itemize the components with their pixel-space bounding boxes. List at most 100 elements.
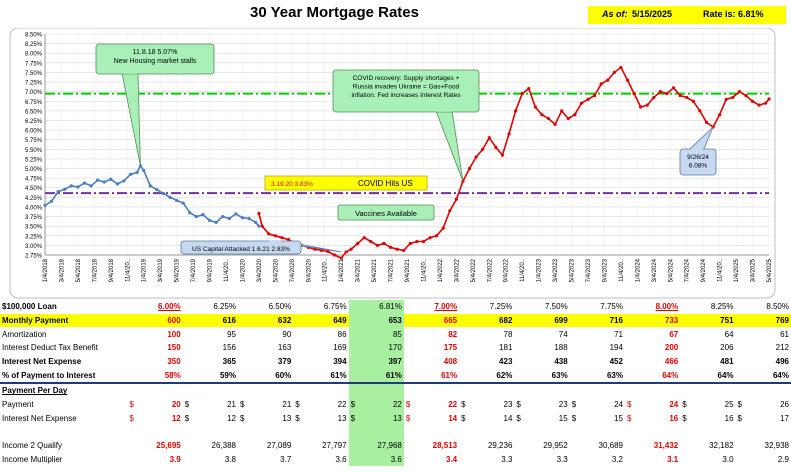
dollar-cell: [625, 453, 635, 467]
y-tick-label: 2.75%: [25, 254, 43, 260]
dollar-cell: [238, 341, 248, 355]
annotation-2024-low-text: 9/26/24: [687, 154, 709, 161]
value-cell: 716: [580, 313, 625, 328]
value-cell: 23: [558, 400, 568, 410]
y-tick-label: 6.50%: [25, 109, 43, 115]
dollar-cell: [127, 300, 137, 314]
dollar-cell: [127, 355, 137, 369]
x-tick-label: 1/4/2025: [734, 258, 740, 282]
value-cell: 212: [775, 343, 789, 353]
annotation-vaccines: Vaccines Available: [337, 204, 435, 221]
annotation-capitol-text: US Capital Attacked 1.6.21 2.83%: [192, 246, 290, 253]
data-point: [566, 116, 570, 121]
y-tick-label: 7.75%: [25, 61, 43, 67]
value-cell: 200: [664, 343, 679, 353]
value-cell: 3.4: [446, 454, 458, 464]
dollar-cell: [680, 341, 690, 355]
dollar-cell: [570, 368, 580, 383]
x-tick-label: 7/4/2024: [685, 258, 691, 282]
table-row: [0, 425, 791, 439]
dollar-cell: [183, 300, 193, 314]
data-point: [691, 99, 695, 103]
dollar-cell: [459, 453, 469, 467]
dollar-cell: [348, 438, 359, 453]
dollar-cell: [238, 300, 248, 314]
value-cell: 394: [333, 357, 347, 367]
data-point: [257, 224, 261, 228]
vaccines-text: Vaccines Available: [355, 209, 417, 218]
value-cell: 12: [171, 413, 181, 423]
dollar-cell: [293, 327, 303, 341]
data-point: [369, 239, 373, 244]
x-tick-label: 11/4/20..: [125, 259, 131, 282]
data-point: [467, 166, 472, 171]
y-tick-label: 8.00%: [25, 52, 43, 58]
x-tick-label: 5/4/2019: [175, 258, 181, 282]
value-cell: 64%: [717, 370, 734, 380]
value-cell: 175: [443, 343, 458, 353]
dollar-cell: $: [295, 400, 300, 410]
dollar-cell: $: [682, 400, 687, 410]
page-title: 30 Year Mortgage Rates: [250, 4, 419, 21]
value-cell: [635, 382, 681, 398]
x-tick-label: 9/4/2020: [306, 258, 312, 282]
data-point: [737, 90, 741, 94]
data-point: [175, 198, 179, 203]
dollar-cell: [348, 313, 359, 328]
y-tick-label: 3.75%: [25, 215, 43, 221]
data-point: [234, 212, 238, 216]
data-point: [382, 241, 386, 246]
dollar-cell: [514, 327, 524, 341]
data-point: [408, 241, 412, 246]
value-cell: [524, 382, 570, 398]
value-cell: 58%: [164, 370, 181, 380]
annotation-capitol-box: [180, 240, 302, 255]
dollar-cell: [625, 439, 635, 453]
dollar-cell: [182, 382, 194, 398]
row-label: Payment Per Day: [0, 382, 128, 398]
dollar-cell: [293, 355, 303, 369]
dollar-cell: [625, 368, 635, 383]
value-cell: 25: [724, 400, 734, 410]
dollar-cell: [459, 300, 469, 314]
value-cell: 423: [499, 357, 513, 367]
data-point: [155, 188, 159, 192]
data-point: [319, 248, 324, 252]
dollar-cell: $: [240, 400, 245, 410]
value-cell: 13: [358, 411, 404, 426]
data-point: [750, 99, 755, 103]
x-tick-label: 7/4/2020: [290, 258, 296, 282]
value-cell: 63%: [606, 370, 623, 380]
annotation-2018-peak-box: [95, 43, 215, 75]
value-cell: 13: [337, 413, 347, 423]
x-tick-label: 5/4/2023: [570, 258, 576, 282]
dollar-cell: [127, 313, 138, 328]
value-cell: 61%: [441, 370, 458, 380]
value-cell: 3.9: [169, 454, 181, 464]
dollar-cell: $: [737, 400, 742, 410]
data-point: [326, 249, 330, 254]
dollar-cell: [680, 355, 690, 369]
value-cell: 3.3: [501, 454, 513, 464]
value-cell: [745, 382, 791, 398]
dollar-cell: [238, 355, 248, 369]
value-cell: [358, 382, 404, 398]
dollar-cell: [570, 341, 580, 355]
dollar-cell: [459, 382, 470, 398]
dollar-cell: $: [516, 413, 521, 423]
data-point: [428, 236, 432, 240]
x-tick-label: 1/4/2019: [142, 258, 148, 282]
dollar-cell: [293, 439, 303, 453]
data-point: [201, 213, 205, 217]
y-tick-label: 8.50%: [25, 33, 43, 39]
dollar-cell: [238, 313, 249, 328]
data-point: [122, 179, 126, 183]
value-cell: 29,236: [487, 441, 513, 451]
value-cell: 82: [448, 329, 458, 339]
dollar-cell: [514, 382, 525, 398]
data-point: [109, 177, 113, 181]
value-cell: 6.75%: [323, 302, 347, 312]
y-tick-label: 4.00%: [25, 205, 43, 211]
value-cell: 28,513: [432, 441, 458, 451]
value-cell: 3.0: [722, 454, 734, 464]
